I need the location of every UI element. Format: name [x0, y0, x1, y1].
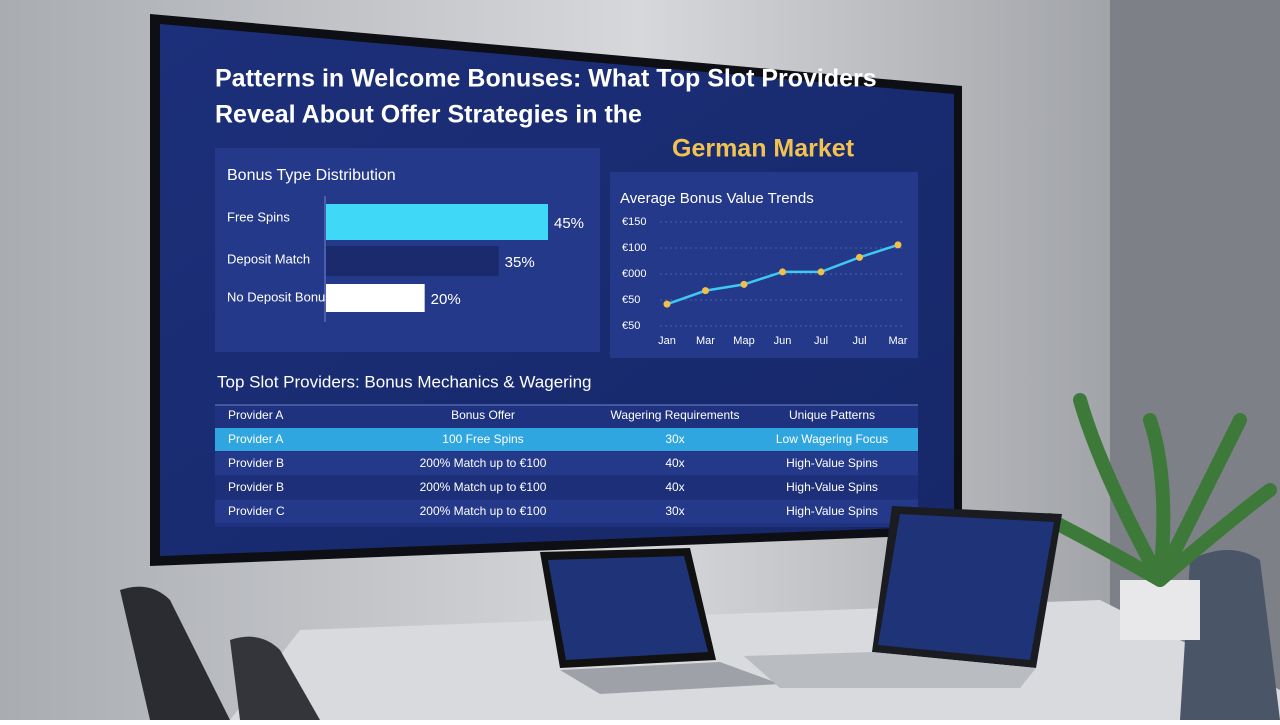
point — [740, 280, 748, 288]
x-tick-label: Jun — [774, 335, 792, 347]
chart-title: Bonus Type Distribution — [227, 167, 396, 184]
table-cell: High-Value Spins — [786, 480, 878, 494]
table-cell: High-Value Spins — [786, 456, 878, 470]
point — [894, 241, 902, 249]
table-row — [215, 452, 918, 475]
x-tick-label: Map — [733, 335, 754, 347]
plant — [1043, 393, 1277, 587]
table-cell: 200% Match up to €100 — [420, 504, 547, 518]
point — [702, 287, 709, 295]
table-cell: Provider B — [228, 480, 284, 494]
value-label: 20% — [431, 291, 461, 308]
table-cell: Provider A — [228, 432, 283, 446]
tablet-screen — [548, 556, 708, 660]
bar — [326, 284, 425, 312]
table-cell: Provider C — [228, 504, 285, 518]
category-label: Free Spins — [227, 209, 290, 224]
y-tick-label: €100 — [622, 242, 646, 254]
table-cell: 40x — [665, 456, 684, 470]
point — [817, 268, 825, 276]
y-tick-label: €150 — [622, 216, 646, 228]
title-highlight: German Market — [672, 135, 855, 163]
table-title: Top Slot Providers: Bonus Mechanics & Wa… — [217, 372, 592, 391]
category-label: Deposit Match — [227, 251, 310, 266]
point — [779, 268, 786, 276]
y-tick-label: €50 — [622, 320, 640, 332]
point — [663, 300, 671, 308]
column-header: Provider A — [228, 408, 283, 422]
x-tick-label: Jan — [658, 335, 676, 347]
value-label: 35% — [505, 254, 535, 271]
chair — [1180, 550, 1280, 720]
x-tick-label: Mar — [889, 335, 908, 347]
table-cell: 40x — [665, 480, 684, 494]
point — [856, 253, 863, 261]
chair — [120, 586, 230, 720]
table-cell: High-Value Spins — [786, 504, 878, 518]
chart-title: Average Bonus Value Trends — [620, 190, 814, 207]
laptop-base — [744, 652, 1036, 688]
laptop-screen — [878, 514, 1054, 660]
table-cell: 100 Free Spins — [442, 432, 523, 446]
table-cell: 200% Match up to €100 — [420, 456, 547, 470]
category-label: No Deposit Bonus — [227, 289, 332, 304]
bar — [326, 204, 548, 240]
column-header: Wagering Requirements — [611, 408, 740, 422]
y-tick-label: €50 — [622, 294, 640, 306]
table-row — [215, 476, 918, 499]
title: Patterns in Welcome Bonuses: What Top Sl… — [215, 65, 877, 93]
x-tick-label: Jul — [852, 335, 866, 347]
table-row — [215, 428, 918, 451]
x-tick-label: Jul — [814, 335, 828, 347]
table-cell: Low Wagering Focus — [776, 432, 888, 446]
table-cell: 200% Match up to €100 — [420, 480, 547, 494]
value-label: 45% — [554, 215, 584, 232]
table-cell: 30x — [665, 432, 684, 446]
table-cell: 30x — [665, 504, 684, 518]
chair — [230, 636, 320, 720]
x-tick-label: Mar — [696, 335, 715, 347]
title: Reveal About Offer Strategies in the — [215, 101, 642, 129]
bar — [326, 246, 499, 276]
table-cell: Provider B — [228, 456, 284, 470]
planter — [1120, 580, 1200, 640]
column-header: Bonus Offer — [451, 408, 515, 422]
table-row — [215, 500, 918, 523]
column-header: Unique Patterns — [789, 408, 875, 422]
tablet-stand — [560, 662, 780, 694]
line-panel — [610, 172, 918, 358]
y-tick-label: €000 — [622, 268, 646, 280]
